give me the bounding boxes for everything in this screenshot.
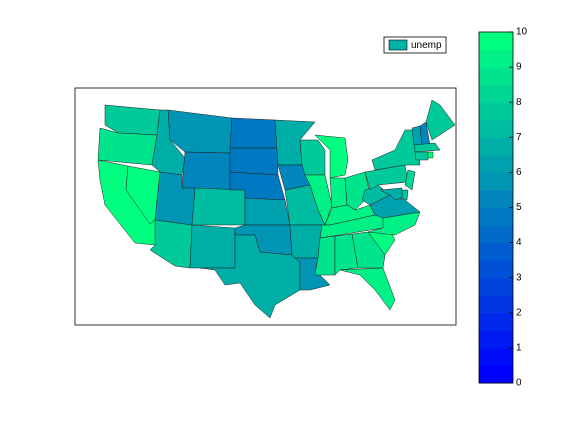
- colorbar-band: [479, 207, 513, 226]
- state: [379, 187, 403, 201]
- colorbar-tick-label: 0: [516, 378, 522, 389]
- colorbar-band: [479, 347, 513, 366]
- colorbar-band: [479, 365, 513, 384]
- colorbar-band: [479, 137, 513, 156]
- state: [229, 147, 279, 176]
- state: [401, 189, 409, 201]
- colorbar-tick-label: 5: [516, 202, 522, 213]
- state: [299, 139, 326, 176]
- legend-label: unemp: [411, 40, 442, 51]
- colorbar-tick-label: 10: [516, 27, 528, 38]
- colorbar: 0 1 2 3 4 5 6 7 8 9 10: [478, 27, 528, 389]
- state: [413, 142, 441, 153]
- state: [125, 165, 161, 225]
- state: [351, 231, 386, 269]
- colorbar-band: [479, 154, 513, 173]
- state: [427, 151, 434, 159]
- colorbar-band: [479, 312, 513, 331]
- colorbar-tick-label: 3: [516, 272, 522, 283]
- colorbar-band: [479, 32, 513, 51]
- state: [199, 234, 301, 319]
- states: [97, 99, 456, 319]
- state: [404, 169, 416, 191]
- state: [334, 233, 359, 276]
- state: [189, 224, 236, 269]
- state: [181, 151, 231, 191]
- state: [425, 99, 456, 141]
- state: [314, 235, 336, 276]
- colorbar-band: [479, 119, 513, 138]
- colorbar-tick-label: 2: [516, 307, 522, 318]
- colorbar-tick-label: 7: [516, 132, 522, 143]
- colorbar-tick-label: 9: [516, 62, 522, 73]
- state: [339, 267, 396, 311]
- legend-swatch: [388, 39, 408, 51]
- colorbar-band: [479, 330, 513, 349]
- state: [289, 224, 323, 259]
- colorbar-band: [479, 102, 513, 121]
- state: [414, 151, 429, 161]
- colorbar-band: [479, 295, 513, 314]
- colorbar-band: [479, 225, 513, 244]
- state: [244, 197, 291, 226]
- colorbar-tick-label: 6: [516, 167, 522, 178]
- colorbar-band: [479, 242, 513, 261]
- colorbar-band: [479, 49, 513, 68]
- colorbar-band: [479, 84, 513, 103]
- colorbar-tick-label: 1: [516, 343, 522, 354]
- colorbar-band: [479, 172, 513, 191]
- state: [314, 134, 349, 179]
- state: [191, 187, 246, 226]
- colorbar-band: [479, 67, 513, 86]
- state: [229, 117, 278, 149]
- map-frame: [74, 87, 457, 326]
- colorbar-band: [479, 189, 513, 208]
- colorbar-tick-label: 8: [516, 97, 522, 108]
- state: [329, 177, 348, 209]
- colorbar-band: [479, 277, 513, 296]
- colorbar-tick-label: 4: [516, 237, 522, 248]
- colorbar-band: [479, 260, 513, 279]
